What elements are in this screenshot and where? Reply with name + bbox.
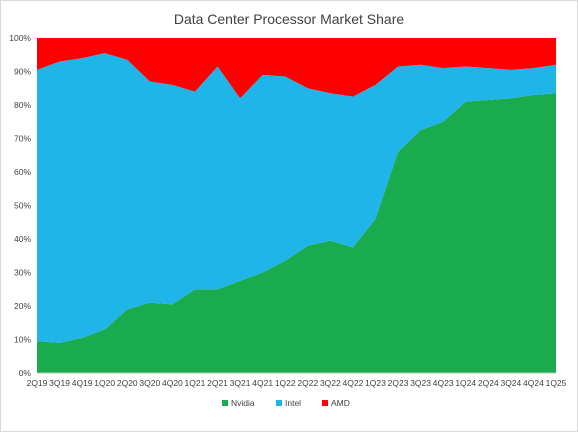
y-tick-label: 0%: [19, 368, 32, 378]
x-tick-label: 2Q22: [297, 378, 318, 388]
x-tick-label: 2Q21: [207, 378, 228, 388]
x-tick-label: 4Q22: [343, 378, 364, 388]
x-tick-label: 4Q21: [252, 378, 273, 388]
x-tick-label: 1Q21: [185, 378, 206, 388]
y-tick-label: 10%: [14, 335, 31, 345]
legend-label-amd: AMD: [331, 398, 350, 408]
x-tick-label: 3Q23: [410, 378, 431, 388]
x-tick-label: 1Q22: [275, 378, 296, 388]
area-series-nvidia: [37, 93, 556, 373]
x-tick-label: 4Q19: [72, 378, 93, 388]
y-tick-label: 90%: [14, 67, 31, 77]
x-tick-label: 3Q21: [230, 378, 251, 388]
legend-swatch-nvidia: [222, 400, 228, 406]
x-tick-label: 2Q24: [478, 378, 499, 388]
x-tick-label: 3Q19: [49, 378, 70, 388]
y-tick-label: 100%: [9, 33, 31, 43]
x-tick-label: 4Q24: [523, 378, 544, 388]
y-tick-label: 60%: [14, 167, 31, 177]
x-tick-label: 4Q23: [433, 378, 454, 388]
x-tick-label: 3Q22: [320, 378, 341, 388]
legend-label-intel: Intel: [285, 398, 301, 408]
y-axis: 0% 10% 20% 30% 40% 50% 60% 70% 80% 90% 100%: [9, 33, 31, 378]
x-tick-label: 2Q20: [117, 378, 138, 388]
x-tick-label: 1Q25: [546, 378, 567, 388]
y-tick-label: 40%: [14, 234, 31, 244]
legend-swatch-intel: [276, 400, 282, 406]
legend-label-nvidia: Nvidia: [231, 398, 255, 408]
x-tick-label: 4Q20: [162, 378, 183, 388]
plot-areas: [37, 38, 556, 373]
legend-swatch-amd: [322, 400, 328, 406]
y-tick-label: 30%: [14, 268, 31, 278]
y-tick-label: 70%: [14, 134, 31, 144]
x-tick-label: 2Q23: [388, 378, 409, 388]
x-tick-label: 2Q19: [27, 378, 48, 388]
x-tick-label: 1Q24: [455, 378, 476, 388]
y-tick-label: 50%: [14, 201, 31, 211]
x-tick-label: 3Q24: [500, 378, 521, 388]
area-series-amd: [37, 38, 556, 99]
y-tick-label: 20%: [14, 301, 31, 311]
area-series-intel: [37, 53, 556, 343]
legend: Nvidia Intel AMD: [222, 398, 350, 408]
y-tick-label: 80%: [14, 100, 31, 110]
x-tick-label: 1Q23: [365, 378, 386, 388]
chart-title: Data Center Processor Market Share: [174, 11, 405, 27]
x-tick-label: 3Q20: [139, 378, 160, 388]
x-axis: 2Q19 3Q19 4Q19 1Q20 2Q20 3Q20 4Q20 1Q21 2Q21 3Q21…: [27, 372, 567, 388]
x-tick-label: 1Q20: [94, 378, 115, 388]
